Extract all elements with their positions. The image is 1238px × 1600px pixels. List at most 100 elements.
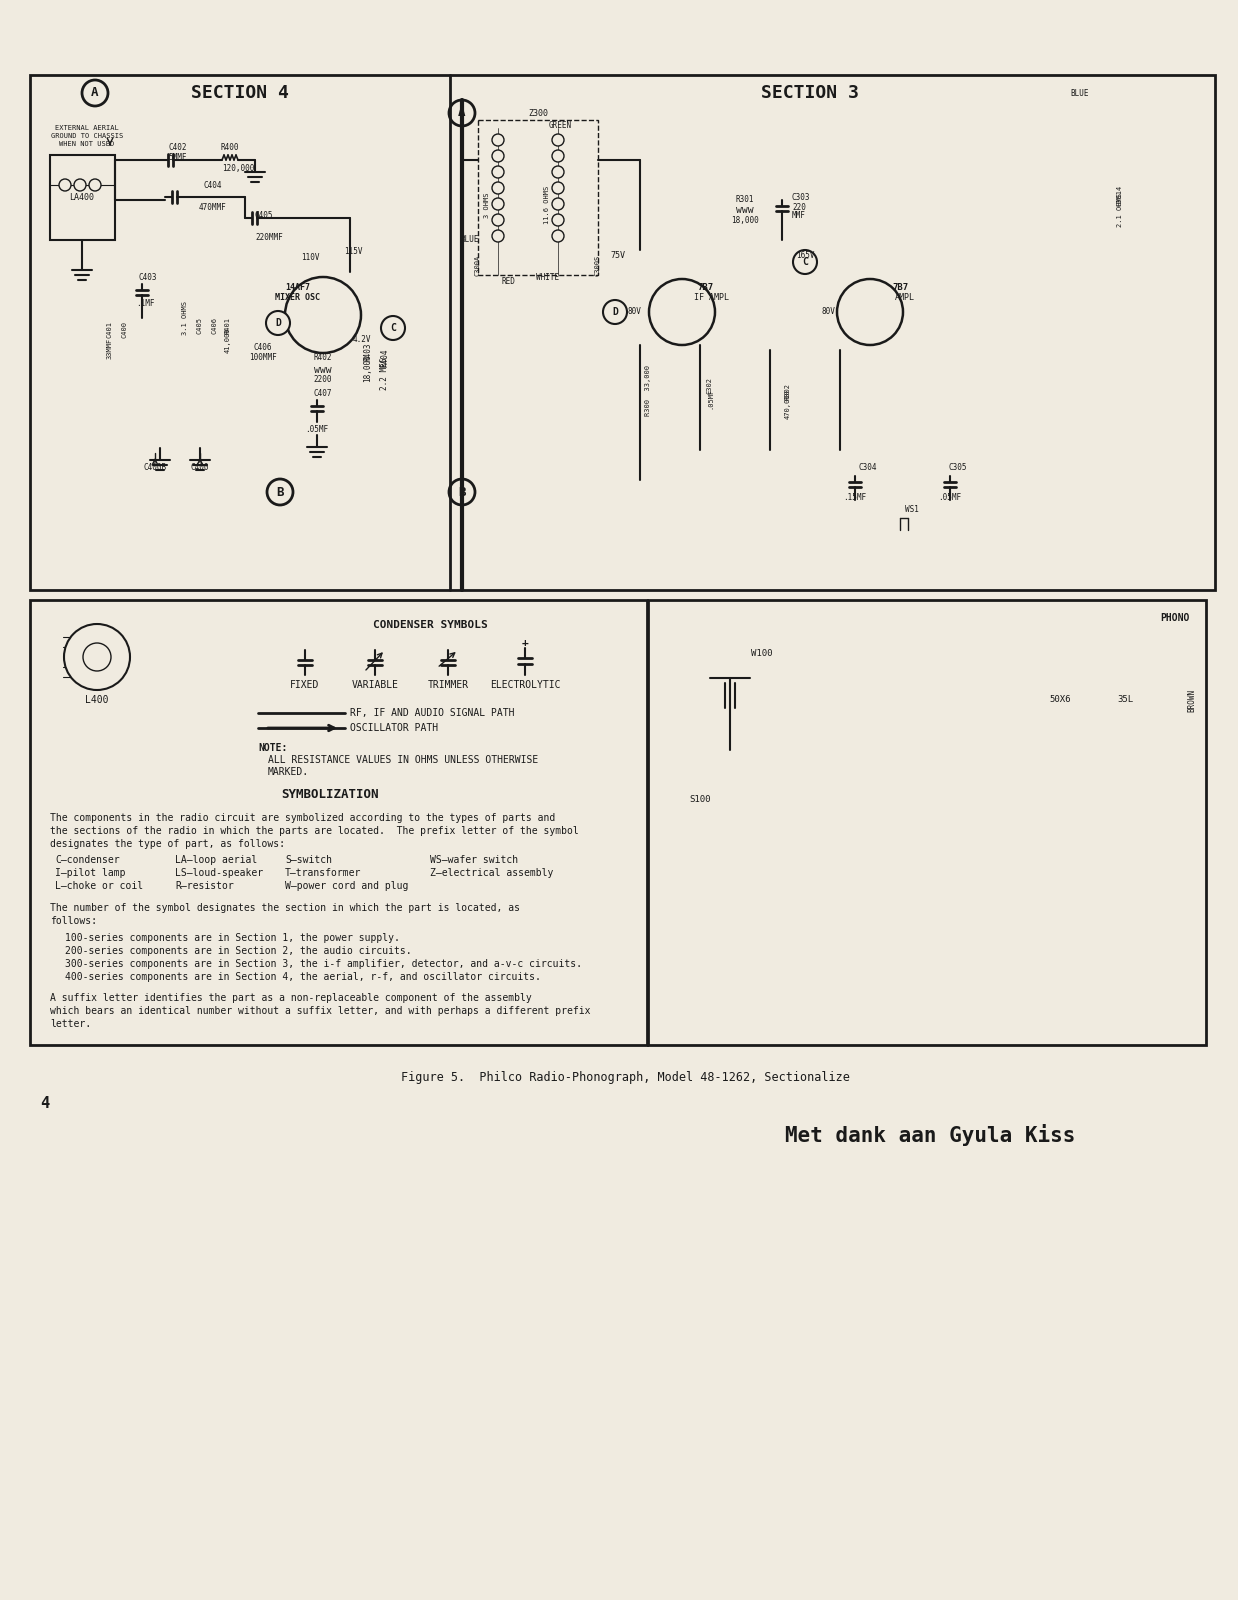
Text: A suffix letter identifies the part as a non-replaceable component of the assemb: A suffix letter identifies the part as a… [50,994,532,1003]
Text: C405: C405 [255,211,274,219]
Text: IF AMPL: IF AMPL [695,293,729,302]
Circle shape [285,277,361,354]
Circle shape [794,250,817,274]
Text: 33MMF: 33MMF [106,338,113,358]
Circle shape [491,134,504,146]
Text: Met dank aan Gyula Kiss: Met dank aan Gyula Kiss [785,1123,1075,1146]
Text: 35L: 35L [1117,696,1133,704]
Text: WS1: WS1 [905,506,919,515]
Text: BLUE: BLUE [461,235,479,245]
Text: S—switch: S—switch [285,854,332,866]
Circle shape [266,310,290,334]
Text: R404: R404 [380,349,390,368]
Text: .1MF: .1MF [136,299,155,309]
Text: 11.6 OHMS: 11.6 OHMS [543,186,550,224]
Text: Figure 5.  Philco Radio-Phonograph, Model 48-1262, Sectionalize: Figure 5. Philco Radio-Phonograph, Model… [401,1072,849,1085]
Text: The components in the radio circuit are symbolized according to the types of par: The components in the radio circuit are … [50,813,556,822]
Text: 3 OHMS: 3 OHMS [484,192,490,218]
Text: NOTE:: NOTE: [258,742,287,754]
Text: OSCILLATOR PATH: OSCILLATOR PATH [350,723,438,733]
Text: 50X6: 50X6 [1050,696,1071,704]
Circle shape [83,643,111,670]
Text: 4.2V: 4.2V [353,336,371,344]
Text: C—condenser: C—condenser [54,854,120,866]
Text: 220MMF: 220MMF [255,234,282,243]
Text: 4: 4 [41,1096,50,1110]
Bar [30,75,1214,590]
Text: R300  33,000: R300 33,000 [645,365,651,416]
Text: R—resistor: R—resistor [175,882,234,891]
Text: C400B: C400B [144,462,167,472]
Circle shape [381,317,405,341]
Text: .05MF: .05MF [306,426,328,435]
Text: 2200: 2200 [313,376,332,384]
Text: C405: C405 [197,317,203,333]
Text: ELECTROLYTIC: ELECTROLYTIC [490,680,561,690]
Text: SECTION 4: SECTION 4 [191,83,288,102]
Circle shape [552,182,565,194]
Text: D: D [275,318,281,328]
Text: .15MF: .15MF [843,493,867,502]
Text: L400: L400 [85,694,109,706]
Text: 115V: 115V [344,248,363,256]
Text: follows:: follows: [50,915,97,926]
Circle shape [491,182,504,194]
Text: SECTION 3: SECTION 3 [761,83,859,102]
Text: BLUE: BLUE [1071,88,1089,98]
Text: C304: C304 [859,464,878,472]
Bar [50,155,115,240]
Text: B: B [276,485,284,499]
Text: C400: C400 [123,322,128,339]
Circle shape [552,134,565,146]
Text: MMF: MMF [792,211,806,221]
Circle shape [552,214,565,226]
Text: which bears an identical number without a suffix letter, and with perhaps a diff: which bears an identical number without … [50,1006,591,1016]
Text: letter.: letter. [50,1019,92,1029]
Text: C404: C404 [204,181,223,189]
Text: designates the type of part, as follows:: designates the type of part, as follows: [50,838,285,850]
Circle shape [74,179,85,190]
Text: 220: 220 [792,203,806,211]
Circle shape [603,301,626,323]
Text: T—transformer: T—transformer [285,867,361,878]
Text: GROUND TO CHASSIS: GROUND TO CHASSIS [51,133,123,139]
Circle shape [837,278,903,346]
Circle shape [552,198,565,210]
Text: 14AF7: 14AF7 [286,283,311,291]
Text: 2.1 OHMS: 2.1 OHMS [1117,194,1123,227]
Text: WHITE: WHITE [536,274,560,283]
Circle shape [491,198,504,210]
Text: ALL RESISTANCE VALUES IN OHMS UNLESS OTHERWISE: ALL RESISTANCE VALUES IN OHMS UNLESS OTH… [267,755,539,765]
Text: C406: C406 [212,317,218,333]
Bar [647,600,1206,1045]
Circle shape [59,179,71,190]
Text: 400-series components are in Section 4, the aerial, r-f, and oscillator circuits: 400-series components are in Section 4, … [66,971,541,982]
Text: BROWN: BROWN [1187,688,1196,712]
Text: 100MMF: 100MMF [249,354,277,363]
Circle shape [89,179,102,190]
Text: FIXED: FIXED [291,680,319,690]
Text: 100-series components are in Section 1, the power supply.: 100-series components are in Section 1, … [66,933,400,942]
Text: C402: C402 [168,144,187,152]
Text: PHONO: PHONO [1160,613,1190,622]
Text: 470,000: 470,000 [785,389,791,419]
Text: C403: C403 [139,274,157,283]
Text: GREEN: GREEN [548,120,572,130]
Text: LA400: LA400 [69,194,94,203]
Text: LA—loop aerial: LA—loop aerial [175,854,258,866]
Circle shape [649,278,716,346]
Text: 470MMF: 470MMF [199,203,227,213]
Text: Z—electrical assembly: Z—electrical assembly [430,867,553,878]
Text: C: C [802,258,808,267]
Text: 18,000: 18,000 [732,216,759,224]
Text: 200-series components are in Section 2, the audio circuits.: 200-series components are in Section 2, … [66,946,411,955]
Text: 75V: 75V [610,251,625,259]
Text: 110V: 110V [301,253,319,262]
Text: C406: C406 [254,344,272,352]
Text: CONDENSER SYMBOLS: CONDENSER SYMBOLS [373,619,488,630]
Circle shape [491,214,504,226]
Text: 300-series components are in Section 3, the i-f amplifier, detector, and a-v-c c: 300-series components are in Section 3, … [66,958,582,970]
Text: The number of the symbol designates the section in which the part is located, as: The number of the symbol designates the … [50,902,520,914]
Text: VARIABLE: VARIABLE [352,680,399,690]
Text: C400: C400 [191,462,209,472]
